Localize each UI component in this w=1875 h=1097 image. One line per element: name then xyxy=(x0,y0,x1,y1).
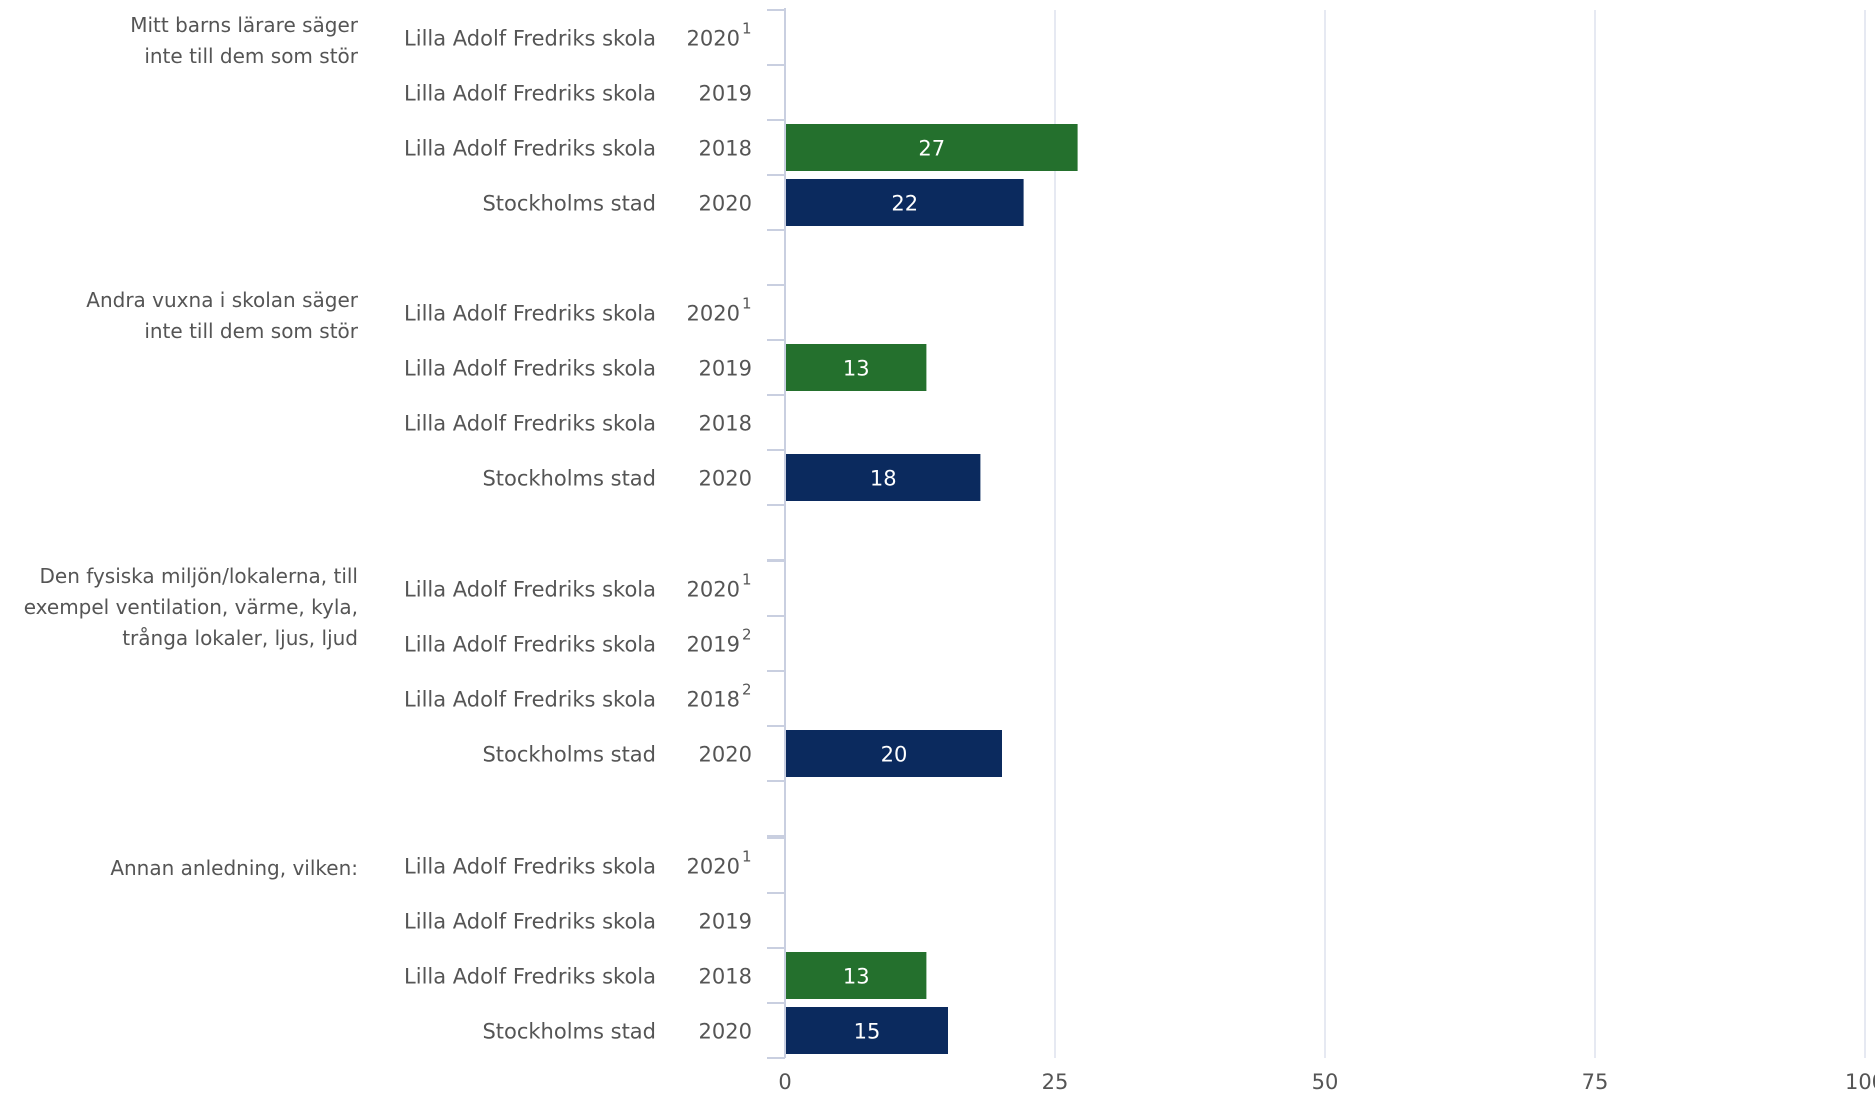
group-label: Mitt barns lärare säger xyxy=(130,13,359,37)
group-label: Den fysiska miljön/lokalerna, till xyxy=(40,564,358,588)
x-tick-label: 75 xyxy=(1582,1070,1609,1094)
group-label: inte till dem som stör xyxy=(144,319,358,343)
row-entity-label: Lilla Adolf Fredriks skola xyxy=(404,82,656,106)
x-tick-label: 100 xyxy=(1845,1070,1875,1094)
bar xyxy=(786,124,1078,171)
bars: 27 22 13 18 20 13 15 xyxy=(786,124,1078,1054)
row-entity-label: Lilla Adolf Fredriks skola xyxy=(404,855,656,879)
row-entity-label: Lilla Adolf Fredriks skola xyxy=(404,688,656,712)
row-entity-label: Lilla Adolf Fredriks skola xyxy=(404,578,656,602)
row-year-label: 2020 xyxy=(699,467,752,491)
bar-value-label: 13 xyxy=(843,965,870,989)
row-year-label: 2020 xyxy=(687,855,740,879)
bar-value-label: 15 xyxy=(854,1020,881,1044)
row-year-label: 2019 xyxy=(699,82,752,106)
bar-value-label: 18 xyxy=(870,467,897,491)
group-label: Andra vuxna i skolan säger xyxy=(86,288,358,312)
row-footnote-marker: 1 xyxy=(742,571,752,589)
bar xyxy=(786,454,981,501)
bar-value-label: 22 xyxy=(891,192,918,216)
x-tick-label: 50 xyxy=(1312,1070,1339,1094)
group-label: trånga lokaler, ljus, ljud xyxy=(122,626,358,650)
x-tick-label: 0 xyxy=(778,1070,791,1094)
row-entity-label: Lilla Adolf Fredriks skola xyxy=(404,412,656,436)
row-entity-label: Stockholms stad xyxy=(482,192,656,216)
row-year-label: 2020 xyxy=(699,1020,752,1044)
group-label: exempel ventilation, värme, kyla, xyxy=(24,595,358,619)
category-labels: Mitt barns lärare säger inte till dem som… xyxy=(24,13,752,1044)
row-year-label: 2019 xyxy=(699,910,752,934)
row-entity-label: Stockholms stad xyxy=(482,743,656,767)
row-entity-label: Lilla Adolf Fredriks skola xyxy=(404,910,656,934)
row-year-label: 2019 xyxy=(687,633,740,657)
x-tick-label: 25 xyxy=(1042,1070,1069,1094)
row-footnote-marker: 2 xyxy=(742,626,752,644)
row-footnote-marker: 2 xyxy=(742,681,752,699)
value-axis-tick-labels: 0 25 50 75 100 xyxy=(778,1070,1875,1094)
bar-value-label: 20 xyxy=(881,743,908,767)
bar-value-label: 13 xyxy=(843,357,870,381)
row-year-label: 2018 xyxy=(699,965,752,989)
grid-lines xyxy=(1054,10,1866,1058)
row-entity-label: Stockholms stad xyxy=(482,1020,656,1044)
bar xyxy=(786,730,1002,777)
row-footnote-marker: 1 xyxy=(742,848,752,866)
row-entity-label: Lilla Adolf Fredriks skola xyxy=(404,137,656,161)
row-entity-label: Lilla Adolf Fredriks skola xyxy=(404,965,656,989)
row-entity-label: Lilla Adolf Fredriks skola xyxy=(404,357,656,381)
row-footnote-marker: 1 xyxy=(742,20,752,38)
bar xyxy=(786,1007,948,1054)
bar-value-label: 27 xyxy=(918,137,945,161)
bar xyxy=(786,179,1024,226)
row-entity-label: Stockholms stad xyxy=(482,467,656,491)
row-entity-label: Lilla Adolf Fredriks skola xyxy=(404,633,656,657)
row-year-label: 2020 xyxy=(687,302,740,326)
bar xyxy=(786,952,927,999)
group-label: Annan anledning, vilken: xyxy=(110,856,358,880)
row-year-label: 2019 xyxy=(699,357,752,381)
row-year-label: 2018 xyxy=(699,412,752,436)
row-year-label: 2020 xyxy=(687,27,740,51)
category-axis xyxy=(767,8,786,1059)
row-year-label: 2020 xyxy=(699,743,752,767)
bar xyxy=(786,344,927,391)
row-year-label: 2018 xyxy=(687,688,740,712)
row-entity-label: Lilla Adolf Fredriks skola xyxy=(404,302,656,326)
row-year-label: 2020 xyxy=(687,578,740,602)
row-year-label: 2018 xyxy=(699,137,752,161)
row-year-label: 2020 xyxy=(699,192,752,216)
row-entity-label: Lilla Adolf Fredriks skola xyxy=(404,27,656,51)
row-footnote-marker: 1 xyxy=(742,295,752,313)
group-label: inte till dem som stör xyxy=(144,44,358,68)
